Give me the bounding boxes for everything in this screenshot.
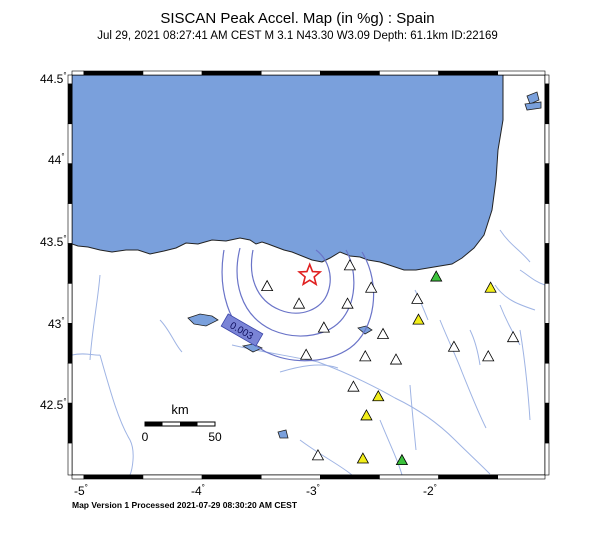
frame-bar	[544, 74, 550, 85]
frame-bar	[544, 123, 550, 164]
contour-line	[236, 247, 355, 337]
contour-line	[221, 249, 375, 362]
station-triangle-icon	[347, 380, 360, 392]
frame-bar	[497, 474, 546, 480]
lon-label: -4°	[191, 483, 205, 498]
map-footer: Map Version 1 Processed 2021-07-29 08:30…	[72, 500, 298, 510]
frame-bar	[67, 83, 73, 125]
frame-bar	[71, 474, 85, 480]
station-triangle-icon	[389, 353, 403, 365]
station-triangle-icon	[317, 321, 331, 333]
frame-bar	[201, 70, 262, 76]
frame-bar	[67, 362, 73, 404]
station-triangle-icon	[376, 327, 390, 339]
frame-bar	[544, 283, 550, 324]
station-triangle-icon	[430, 270, 443, 282]
frame-bar	[83, 70, 144, 76]
frame-bar	[379, 70, 439, 76]
rivers	[72, 229, 545, 475]
station-triangle-icon	[482, 350, 495, 362]
station-triangle-icon	[299, 348, 313, 360]
lat-label: 44°	[48, 152, 65, 167]
frame-bar	[320, 474, 380, 480]
station-triangle-icon	[360, 409, 373, 421]
frame-bar	[544, 362, 550, 404]
frame-bar	[497, 70, 546, 76]
frame-bar	[438, 70, 499, 76]
station-triangle-icon	[359, 350, 372, 362]
map-title: SISCAN Peak Accel. Map (in %g) : Spain	[160, 10, 435, 27]
frame-bar	[67, 243, 73, 284]
frame-bar	[67, 402, 73, 444]
lon-label: -3°	[306, 483, 320, 498]
station-triangle-icon	[311, 449, 325, 461]
frame-bar	[379, 474, 439, 480]
epicenter-layer	[297, 262, 323, 287]
station-triangle-icon	[372, 389, 385, 402]
scale-end: 50	[208, 430, 222, 444]
frame-bar	[320, 70, 380, 76]
frame-bar	[67, 442, 73, 476]
station-triangle-icon	[484, 281, 497, 293]
island	[526, 91, 540, 105]
island	[524, 101, 542, 111]
station-triangle-icon	[364, 281, 378, 293]
frame-bar	[71, 70, 85, 76]
frame-bar	[67, 123, 73, 164]
scale-bar: km 0 50	[142, 402, 222, 444]
lon-label: -5°	[74, 483, 88, 498]
frame-bar	[544, 323, 550, 364]
scale-unit: km	[171, 402, 188, 417]
lat-label: 43°	[48, 316, 65, 331]
station-triangle-icon	[356, 452, 370, 464]
frame-bar	[544, 442, 550, 476]
station-triangle-icon	[341, 297, 354, 309]
frame-bar	[142, 70, 203, 76]
frame-bar	[438, 474, 499, 480]
sea-area	[72, 75, 504, 271]
acceleration-contours	[221, 247, 375, 362]
frame-bar	[544, 83, 550, 125]
frame-bar	[67, 323, 73, 364]
frame-bar	[83, 474, 144, 480]
frame-bar	[67, 74, 73, 85]
frame-bar	[544, 243, 550, 284]
frame-bar	[544, 163, 550, 204]
stations-layer	[260, 259, 520, 489]
station-triangle-icon	[411, 292, 424, 304]
lat-label: 44.5°	[40, 71, 67, 86]
frame-bar	[67, 283, 73, 324]
latitude-labels: 44.5° 44° 43.5° 43° 42.5°	[40, 71, 67, 412]
station-triangle-icon	[395, 453, 409, 466]
frame-bar	[67, 163, 73, 204]
frame-bar	[201, 474, 262, 480]
lon-label: -2°	[423, 483, 437, 498]
station-triangle-icon	[412, 313, 425, 325]
star-icon	[297, 262, 323, 287]
frame-bar	[544, 402, 550, 444]
frame-bar	[260, 70, 321, 76]
scale-start: 0	[142, 430, 149, 444]
station-triangle-icon	[292, 297, 306, 309]
station-triangle-icon	[343, 259, 357, 271]
station-triangle-icon	[260, 279, 274, 292]
reservoir	[277, 429, 289, 439]
map-frame	[67, 70, 550, 480]
frame-bar	[142, 474, 203, 480]
frame-bar	[544, 203, 550, 244]
map-subtitle: Jul 29, 2021 08:27:41 AM CEST M 3.1 N43.…	[97, 30, 498, 42]
frame-bar	[67, 203, 73, 244]
lat-label: 43.5°	[40, 234, 67, 249]
station-triangle-icon	[447, 340, 461, 352]
station-triangle-icon	[506, 330, 520, 343]
frame-bar	[260, 474, 321, 480]
contour-line	[250, 249, 331, 314]
station-triangle-icon	[366, 479, 377, 489]
reservoir	[187, 313, 219, 327]
lat-label: 42.5°	[40, 397, 67, 412]
longitude-labels: -5° -4° -3° -2°	[74, 483, 437, 498]
